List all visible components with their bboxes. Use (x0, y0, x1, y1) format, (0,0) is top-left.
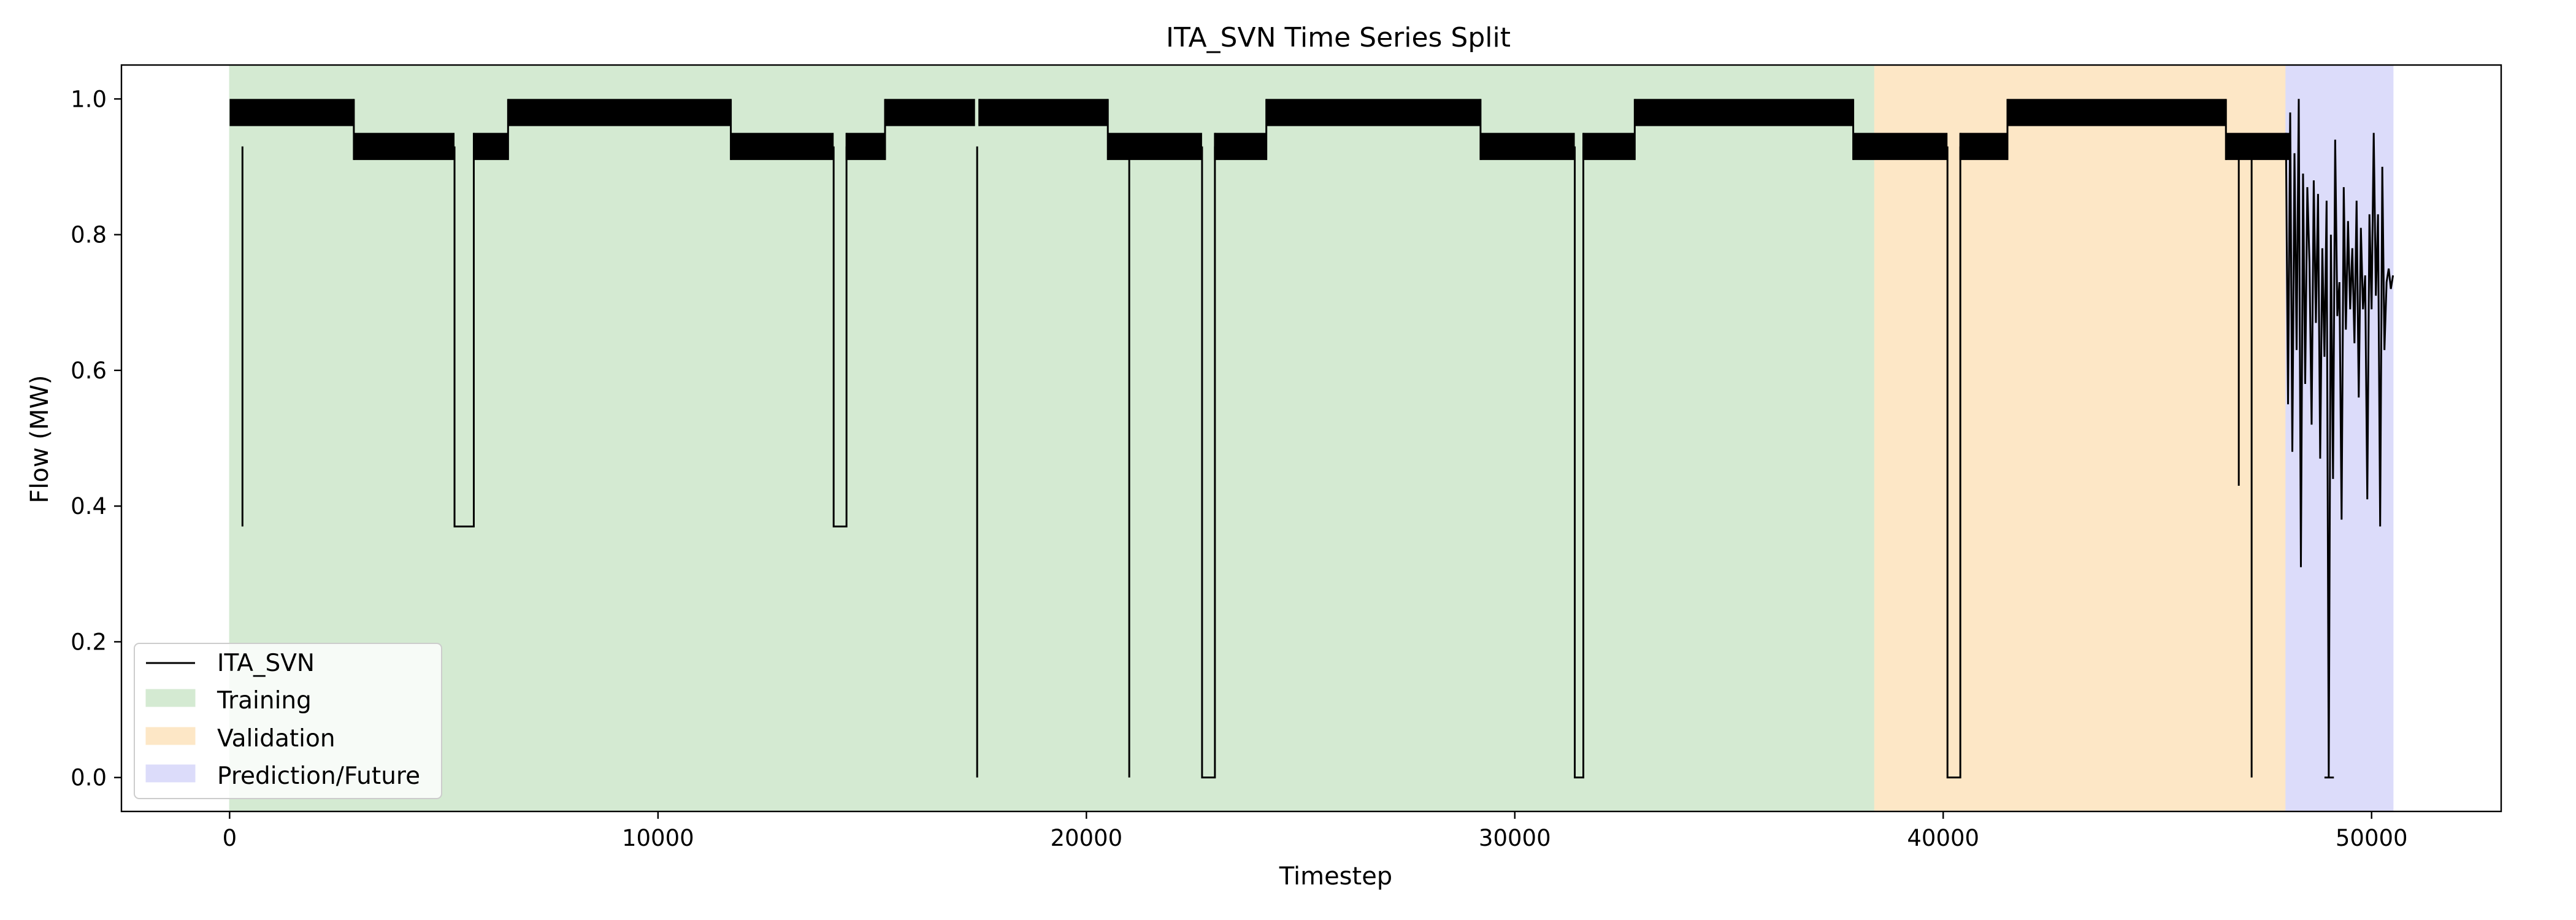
legend-label-prediction-future: Prediction/Future (217, 762, 420, 790)
y-tick-label: 0.6 (71, 358, 107, 384)
legend-box (134, 643, 442, 799)
legend-swatch-training (145, 689, 196, 707)
x-tick-label: 50000 (2336, 825, 2408, 851)
x-axis-label: Timestep (1279, 862, 1392, 891)
y-tick-label: 0.8 (71, 222, 107, 248)
region-training (229, 64, 1876, 812)
series-band (2226, 132, 2291, 160)
series-band (1583, 132, 1635, 160)
y-tick-label: 1.0 (71, 86, 107, 112)
series-band (1266, 99, 1481, 126)
series-drop (1574, 146, 1585, 779)
x-tick-label: 30000 (1479, 825, 1551, 851)
series-drop (1201, 146, 1216, 779)
x-tick-label: 40000 (1907, 825, 1979, 851)
legend-label-validation: Validation (217, 725, 335, 753)
split-regions (229, 64, 2394, 812)
series-drop (832, 146, 848, 527)
series-band (1480, 132, 1575, 160)
series-band (1214, 132, 1267, 160)
y-tick-label: 0.2 (71, 629, 107, 655)
legend-label-ita-svn: ITA_SVN (217, 650, 315, 677)
region-validation (1874, 64, 2287, 812)
series-band (885, 99, 975, 126)
series-band (846, 132, 886, 160)
series-band (473, 132, 508, 160)
y-axis-ticks: 0.0 0.2 0.4 0.6 0.8 1.0 (71, 86, 121, 791)
x-tick-label: 0 (223, 825, 237, 851)
x-tick-label: 10000 (622, 825, 694, 851)
series-band (730, 132, 834, 160)
series-drop (453, 146, 475, 527)
series-band (1635, 99, 1853, 126)
legend: ITA_SVN Training Validation Prediction/F… (134, 643, 442, 799)
chart-title: ITA_SVN Time Series Split (1166, 22, 1511, 53)
x-tick-label: 20000 (1050, 825, 1122, 851)
legend-swatch-prediction-future (145, 764, 196, 783)
y-tick-label: 0.0 (71, 765, 107, 791)
series-band (353, 132, 455, 160)
series-band (508, 99, 731, 126)
series-band (1108, 132, 1202, 160)
ita-svn-series (229, 99, 2394, 779)
series-band (229, 99, 354, 126)
y-axis-label: Flow (MW) (26, 375, 54, 503)
series-volatile-line (2285, 99, 2394, 778)
legend-swatch-validation (145, 727, 196, 745)
series-band (2007, 99, 2226, 126)
plot-frame (120, 64, 2502, 813)
x-axis-ticks: 0 10000 20000 30000 40000 50000 (223, 811, 2408, 851)
y-tick-label: 0.4 (71, 493, 107, 519)
legend-label-training: Training (217, 687, 312, 715)
series-band (1853, 132, 1948, 160)
series-drop (1946, 146, 1961, 779)
series-band (1960, 132, 2008, 160)
series-band (979, 99, 1108, 126)
